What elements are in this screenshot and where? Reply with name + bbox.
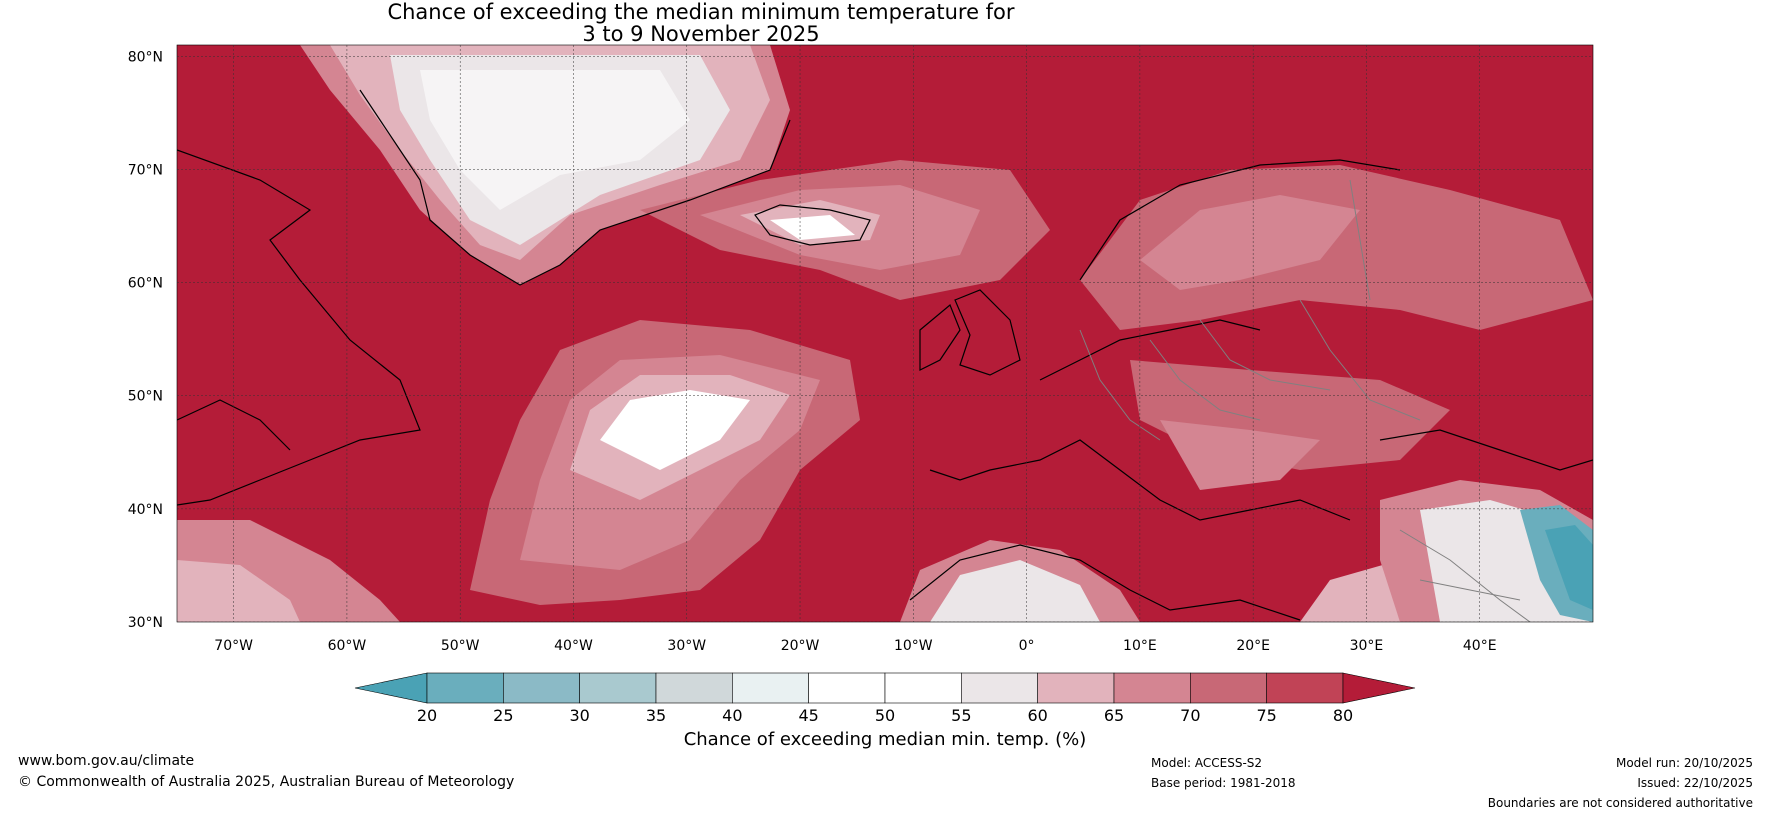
- political-borders: [1079, 179, 1531, 622]
- lon-tick-label: 10°W: [894, 638, 933, 654]
- colorbar-tick-label: 25: [493, 706, 513, 725]
- graticule: [177, 45, 1593, 622]
- lon-tick-label: 10°E: [1123, 638, 1157, 654]
- lat-tick-label: 60°N: [128, 276, 163, 292]
- region-caspian: [1380, 480, 1593, 622]
- colorbar-segment: [808, 672, 886, 704]
- chart-title-line1: Chance of exceeding the median minimum t…: [387, 0, 1015, 24]
- lon-tick-label: 20°E: [1236, 638, 1270, 654]
- lon-tick-label: 0°: [1019, 638, 1035, 654]
- colorbar: 20 25 30 35 40 45 50 55 60 65 70 75 80: [354, 672, 1416, 725]
- coastlines: [177, 89, 1593, 621]
- colorbar-tick-label: 45: [798, 706, 818, 725]
- longitude-labels: 70°W 60°W 50°W 40°W 30°W 20°W 10°W 0° 10°E 20°E 30…: [214, 638, 1496, 654]
- lon-tick-label: 30°W: [667, 638, 706, 654]
- region-europe: [1080, 165, 1593, 490]
- colorbar-tick-label: 55: [951, 706, 971, 725]
- colorbar-segment: [732, 672, 809, 704]
- website-link[interactable]: www.bom.gov.au/climate: [18, 753, 195, 769]
- colorbar-segment: [579, 672, 657, 704]
- colorbar-tick-label: 70: [1180, 706, 1200, 725]
- lon-tick-label: 30°E: [1350, 638, 1384, 654]
- region-atlantic: [470, 320, 860, 605]
- colorbar-segment: [1037, 672, 1115, 704]
- lat-tick-label: 30°N: [128, 615, 163, 631]
- colorbar-tick-label: 35: [646, 706, 666, 725]
- colorbar-segment: [1113, 672, 1191, 704]
- colorbar-segment: [961, 672, 1038, 704]
- colorbar-segment: [884, 672, 962, 704]
- region-greenland: [300, 45, 790, 285]
- colorbar-arrow-low: [354, 672, 428, 704]
- colorbar-tick-label: 80: [1333, 706, 1353, 725]
- lat-tick-label: 80°N: [128, 49, 163, 65]
- copyright-text: © Commonwealth of Australia 2025, Austra…: [18, 774, 515, 790]
- colorbar-tick-label: 50: [875, 706, 895, 725]
- colorbar-segment: [426, 672, 504, 704]
- model-run: Model run: 20/10/2025: [1615, 756, 1753, 770]
- lon-tick-label: 20°W: [781, 638, 820, 654]
- lat-tick-label: 40°N: [128, 502, 163, 518]
- lon-tick-label: 40°W: [554, 638, 593, 654]
- chart-title-line2: 3 to 9 November 2025: [582, 22, 820, 46]
- colorbar-tick-label: 60: [1027, 706, 1047, 725]
- lon-tick-label: 60°W: [328, 638, 367, 654]
- colorbar-arrow-high: [1342, 672, 1416, 704]
- colorbar-segment: [1190, 672, 1267, 704]
- lon-tick-label: 40°E: [1463, 638, 1497, 654]
- region-southwest: [177, 520, 400, 622]
- lat-tick-label: 50°N: [128, 389, 163, 405]
- region-iceland: [640, 160, 1050, 300]
- issued-date: Issued: 22/10/2025: [1637, 776, 1753, 790]
- lon-tick-label: 50°W: [441, 638, 480, 654]
- colorbar-label: Chance of exceeding median min. temp. (%…: [684, 729, 1087, 750]
- colorbar-tick-label: 40: [722, 706, 742, 725]
- colorbar-segment: [503, 672, 580, 704]
- base-period: Base period: 1981-2018: [1151, 776, 1296, 790]
- boundary-disclaimer: Boundaries are not considered authoritat…: [1487, 796, 1753, 810]
- latitude-labels: 80°N 70°N 60°N 50°N 40°N 30°N: [128, 49, 163, 631]
- colorbar-segment: [1266, 672, 1344, 704]
- lat-tick-label: 70°N: [128, 162, 163, 178]
- colorbar-tick-label: 75: [1256, 706, 1276, 725]
- colorbar-tick-label: 30: [569, 706, 589, 725]
- lon-tick-label: 70°W: [214, 638, 253, 654]
- colorbar-tick-label: 65: [1104, 706, 1124, 725]
- colorbar-tick-label: 20: [417, 706, 437, 725]
- model-name: Model: ACCESS-S2: [1151, 756, 1263, 770]
- colorbar-segment: [655, 672, 733, 704]
